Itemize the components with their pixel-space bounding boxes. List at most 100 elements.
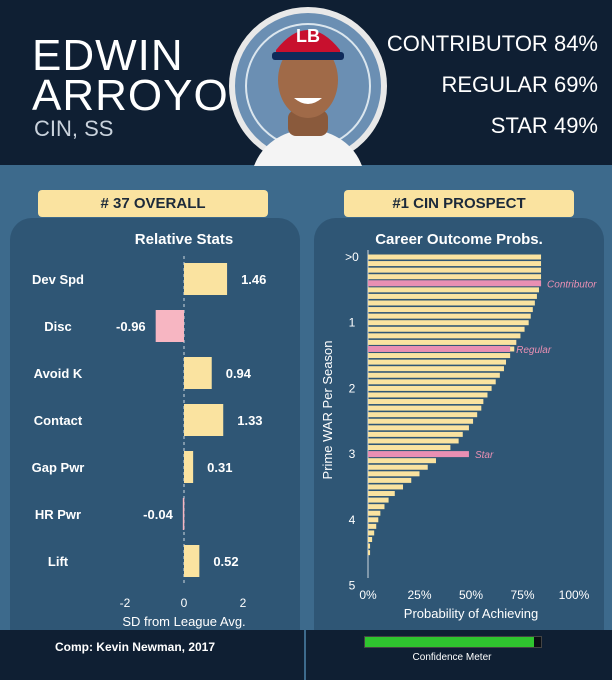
probability-bar [368,307,533,313]
player-photo: LB [229,7,387,166]
y-axis-label: Prime WAR Per Season [320,341,335,480]
probability-bar [368,385,492,391]
stat-bar [184,404,224,436]
contributor-outcome: CONTRIBUTOR 84% [386,31,598,56]
relative-stats-title: Relative Stats [135,231,233,248]
probability-bar [368,523,377,529]
x-axis-label: SD from League Avg. [122,614,245,629]
stat-value-label: 0.52 [213,554,238,569]
probability-bar [368,392,488,398]
star-outcome: STAR 49% [490,113,598,138]
x-tick-label: 0 [181,596,188,610]
confidence-meter-fill [365,637,534,647]
stat-value-label: -0.04 [143,507,173,522]
probability-bar [368,267,542,273]
probability-bar [368,477,412,483]
outcome-marker-label: Regular [516,345,552,356]
probability-bar [368,405,482,411]
stat-label: Avoid K [34,366,83,381]
stat-value-label: -0.96 [116,319,146,334]
probability-bar [368,274,542,280]
probability-bar [368,313,531,319]
probability-bar [368,484,404,490]
relative-stats-panel [10,218,300,658]
player-team-position: CIN, SS [34,116,114,141]
outcome-marker-label: Contributor [547,279,597,290]
probability-bar [368,399,484,405]
outcome-marker-bar [368,345,511,352]
y-tick-label: 2 [349,381,356,395]
stat-label: Contact [34,413,83,428]
probability-bar [368,425,469,431]
x-tick-label: 100% [559,588,590,602]
probability-bar [368,550,371,556]
probability-bar [368,471,420,477]
stat-value-label: 0.94 [226,366,252,381]
probability-bar [368,431,463,437]
stat-bar [184,263,228,295]
probability-bar [368,300,535,306]
probability-bar [368,372,500,378]
y-tick-label: 3 [349,447,356,461]
x-tick-label: -2 [120,596,131,610]
y-tick-label: >0 [345,250,359,264]
probability-bar [368,379,496,385]
outcome-marker-label: Star [475,450,494,461]
probability-bar [368,359,507,365]
outcome-marker-bar [368,451,469,458]
x-tick-label: 25% [407,588,431,602]
probability-bar [368,497,389,503]
svg-text:LB: LB [296,26,320,46]
probability-bar [368,438,459,444]
regular-outcome: REGULAR 69% [441,72,598,97]
stat-value-label: 1.33 [237,413,262,428]
probability-bar [368,326,525,332]
probability-bar [368,339,517,345]
y-tick-label: 4 [349,513,356,527]
probability-bar [368,537,373,543]
stat-bar [182,498,185,530]
probability-bar [368,320,529,326]
probability-bar [368,530,375,536]
probability-bar [368,517,379,523]
probability-bar [368,254,542,260]
x-tick-label: 2 [240,596,247,610]
career-outcome-chart: Career Outcome Probs. Contributor Regular S… [320,231,597,621]
outcome-marker-bar [368,280,542,287]
x-axis-label: Probability of Achieving [404,606,538,621]
stat-label: Gap Pwr [32,460,85,475]
overall-rank-tab: # 37 OVERALL [38,190,268,217]
probability-bar [368,418,474,424]
stat-bar [155,310,184,342]
player-last-name: ARROYO [32,71,229,120]
y-tick-label: 1 [349,316,356,330]
probability-bar [368,412,478,418]
stat-label: Disc [44,319,71,334]
confidence-meter [364,636,542,648]
x-tick-label: 50% [459,588,483,602]
stat-bar [184,451,194,483]
probability-bar [368,333,521,339]
probability-bar [368,366,504,372]
x-tick-label: 75% [510,588,534,602]
probability-bar [368,458,436,464]
player-first-name: EDWIN [32,31,184,80]
stat-bar [184,545,200,577]
career-outcome-title: Career Outcome Probs. [375,231,543,248]
comp-bar [0,630,304,680]
probability-bar [368,491,395,497]
stat-value-label: 1.46 [241,272,266,287]
probability-bar [368,543,371,549]
x-tick-label: 0% [359,588,377,602]
stat-label: Dev Spd [32,272,84,287]
probability-bar [368,504,385,510]
prospect-rank-tab: #1 CIN PROSPECT [344,190,574,217]
probability-bar [368,464,428,470]
probability-bar [368,261,542,267]
stat-label: HR Pwr [35,507,81,522]
y-tick-label: 5 [349,579,356,593]
stat-value-label: 0.31 [207,460,232,475]
stat-label: Lift [48,554,69,569]
confidence-meter-label: Confidence Meter [412,652,492,663]
probability-bar [368,287,539,293]
